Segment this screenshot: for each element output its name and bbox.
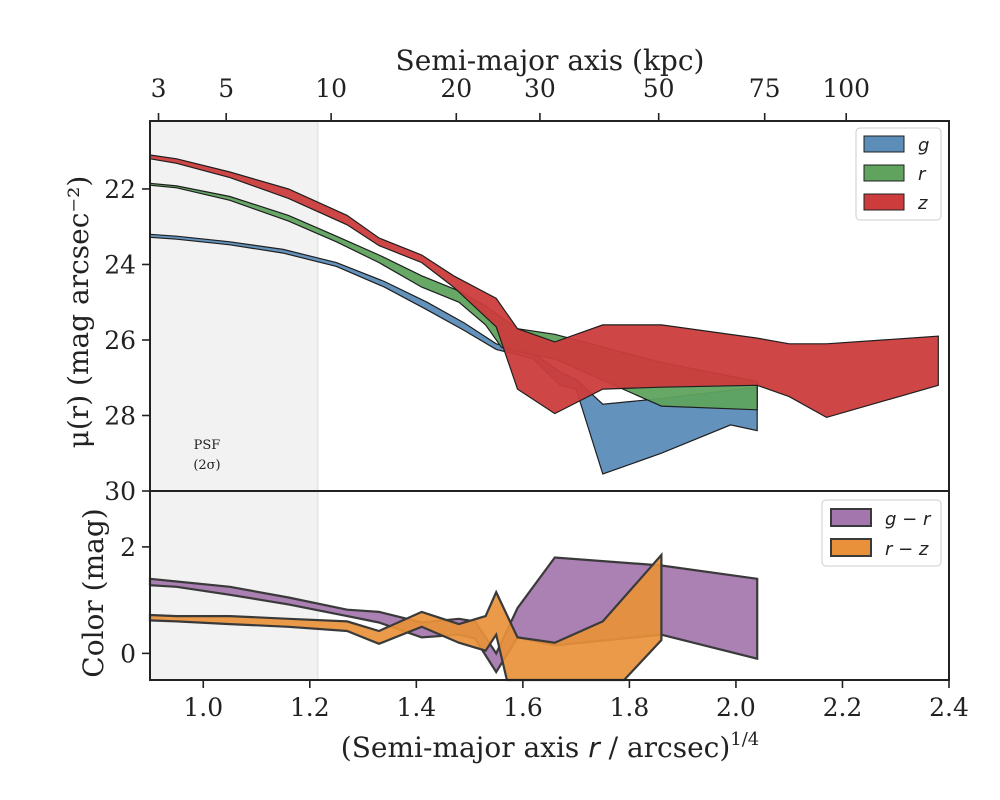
x-tick-label-5: 2.0 (716, 693, 756, 722)
x-axis-title-sup: 1/4 (730, 729, 759, 750)
y-tick-label-top-0: 22 (104, 175, 136, 204)
y-tick-label-top-4: 30 (104, 477, 136, 506)
legend-label-g-minus-r: g − r (885, 509, 932, 530)
y-axis-title-bottom: Color (mag) (77, 508, 110, 677)
x-tick-label-1: 1.2 (290, 693, 330, 722)
x-tick-label-4: 1.8 (610, 693, 650, 722)
y-tick-label-top-2: 26 (104, 326, 136, 355)
color-series (148, 551, 759, 682)
x-axis-title-r: r (588, 731, 601, 764)
series-g-minus-r-band (148, 556, 759, 675)
legend-swatch-g (863, 135, 905, 153)
top-tick-label-4: 30 (524, 74, 556, 103)
legend-label-r: r (918, 164, 927, 185)
y-tick-label-top-3: 28 (104, 401, 136, 430)
y-tick-label-bottom-1: 2 (120, 533, 136, 562)
bottom-panel-frame (149, 490, 950, 681)
bottom-axis-ticks: 1.0 1.2 1.4 1.6 1.8 2.0 2.2 2.4 (183, 680, 969, 722)
legend-label-z: z (917, 193, 928, 214)
x-tick-label-0: 1.0 (183, 693, 223, 722)
legend-swatch-g-minus-r (830, 508, 872, 527)
x-tick-label-6: 2.2 (823, 693, 863, 722)
series-g-band (149, 233, 758, 475)
y-tick-label-bottom-0: 0 (120, 639, 136, 668)
legend-bottom: g − r r − z (821, 499, 942, 567)
legend-label-r-minus-z: r − z (885, 539, 929, 560)
legend-swatch-r (863, 164, 905, 182)
psf-label-line1: PSF (194, 438, 221, 453)
psf-band-top-panel (150, 121, 318, 491)
psf-label-line2: (2σ) (193, 458, 220, 473)
psf-region: PSF (2σ) (150, 121, 319, 680)
top-tick-label-0: 3 (151, 74, 167, 103)
top-tick-label-7: 100 (822, 74, 870, 103)
surface-brightness-series (149, 154, 939, 475)
x-axis-title-main: (Semi-major axis (341, 731, 588, 764)
top-tick-label-2: 10 (315, 74, 347, 103)
legend-swatch-r-minus-z (830, 538, 872, 557)
y-axis-title-top: μ(r) (mag arcsec⁻²) (62, 176, 95, 449)
top-axis-title: Semi-major axis (kpc) (396, 44, 705, 77)
x-tick-label-7: 2.4 (929, 693, 969, 722)
legend-swatch-z (863, 193, 905, 211)
series-r-minus-z-band (148, 551, 663, 682)
y-ticks-bottom-panel: 02 (120, 533, 150, 668)
series-z-band (149, 154, 939, 419)
legend-top: g r z (855, 127, 942, 221)
y-tick-label-top-1: 24 (104, 250, 136, 279)
top-tick-label-5: 50 (643, 74, 675, 103)
x-tick-label-3: 1.6 (503, 693, 543, 722)
x-axis-title: (Semi-major axis r / arcsec)1/4 (341, 729, 759, 764)
x-tick-label-2: 1.4 (396, 693, 436, 722)
top-axis-ticks: 3 5 10 20 30 50 75 100 (151, 74, 870, 121)
legend-label-g: g (918, 135, 929, 156)
top-tick-label-3: 20 (440, 74, 472, 103)
y-ticks-top-panel: 22 24 26 28 30 (104, 175, 150, 506)
top-tick-label-6: 75 (749, 74, 781, 103)
x-axis-title-rest: / arcsec) (600, 731, 731, 764)
top-tick-label-1: 5 (218, 74, 234, 103)
